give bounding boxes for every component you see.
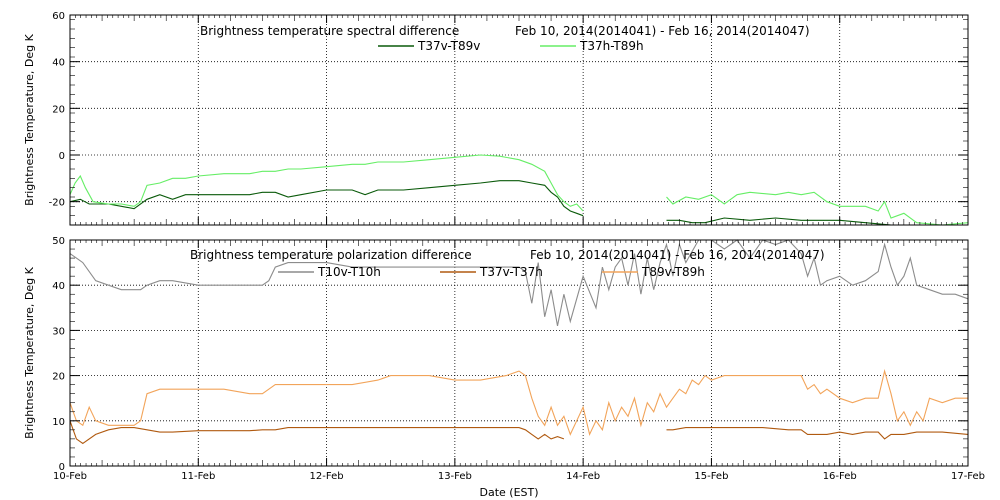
panel1-date-range: Feb 10, 2014(2014041) - Feb 16, 2014(201… xyxy=(515,24,810,38)
legend-label: T89v-T89h xyxy=(641,265,705,279)
panel2-date-range: Feb 10, 2014(2014041) - Feb 16, 2014(201… xyxy=(530,248,825,262)
series-line-T10v-T10h xyxy=(69,239,969,327)
y-tick-label: 0 xyxy=(59,151,65,162)
x-tick-label: 10-Feb xyxy=(53,471,87,482)
panel2-ticks xyxy=(69,239,969,467)
series-line-T89v-T89h xyxy=(69,368,968,437)
x-tick-label: 12-Feb xyxy=(310,471,344,482)
x-tick-label: 15-Feb xyxy=(694,471,728,482)
y-tick-label: 20 xyxy=(52,372,65,383)
panel1-grid xyxy=(70,15,968,225)
polarization-difference-panel: 0 10 20 30 40 50 10-Feb 11-Feb 12-Feb 13-Feb 14-F… xyxy=(23,236,985,499)
y-tick-label: 20 xyxy=(52,104,65,115)
panel1-title: Brightness temperature spectral differen… xyxy=(200,24,459,38)
legend-label: T10v-T10h xyxy=(317,265,381,279)
x-axis-title: Date (EST) xyxy=(479,486,538,499)
x-tick-label: 17-Feb xyxy=(951,471,985,482)
y-tick-label: 10 xyxy=(52,417,65,428)
x-tick-label: 14-Feb xyxy=(566,471,600,482)
panel1-y-tick-labels: -20 0 20 40 60 xyxy=(49,11,65,209)
panel1-legend: T37v-T89v T37h-T89h xyxy=(378,39,644,53)
y-tick-label: 0 xyxy=(59,462,65,473)
y-tick-label: 50 xyxy=(52,236,65,247)
panel2-title: Brightness temperature polarization diff… xyxy=(190,248,472,262)
series-line-T37h-T89h xyxy=(69,154,969,226)
panel2-y-tick-labels: 0 10 20 30 40 50 xyxy=(52,236,65,473)
panel1-y-axis-title: Brightness Temperature, Deg K xyxy=(23,33,36,205)
panel1-frame xyxy=(69,14,969,226)
x-tick-label: 13-Feb xyxy=(438,471,472,482)
y-tick-label: 60 xyxy=(52,11,65,22)
y-tick-label: -20 xyxy=(49,198,65,209)
spectral-difference-panel: -20 0 20 40 60 Brightness Temperature, Deg K… xyxy=(23,11,969,226)
panel2-series xyxy=(69,239,969,445)
x-tick-label: 16-Feb xyxy=(823,471,857,482)
y-tick-label: 40 xyxy=(52,281,65,292)
legend-label: T37h-T89h xyxy=(579,39,644,53)
panel1-series xyxy=(69,154,969,226)
x-tick-label: 11-Feb xyxy=(181,471,215,482)
panel2-legend: T10v-T10h T37v-T37h T89v-T89h xyxy=(278,265,705,279)
panel2-x-tick-labels: 10-Feb 11-Feb 12-Feb 13-Feb 14-Feb 15-Feb 16-F… xyxy=(53,471,985,482)
panel2-y-axis-title: Brightness Temperature, Deg K xyxy=(23,266,36,438)
series-line-T37v-T89v xyxy=(69,180,968,226)
series-line-T37v-T37h xyxy=(69,420,969,445)
y-tick-label: 40 xyxy=(52,58,65,69)
panel1-ticks xyxy=(69,14,969,226)
y-tick-label: 30 xyxy=(52,326,65,337)
legend-label: T37v-T37h xyxy=(479,265,543,279)
legend-label: T37v-T89v xyxy=(417,39,480,53)
